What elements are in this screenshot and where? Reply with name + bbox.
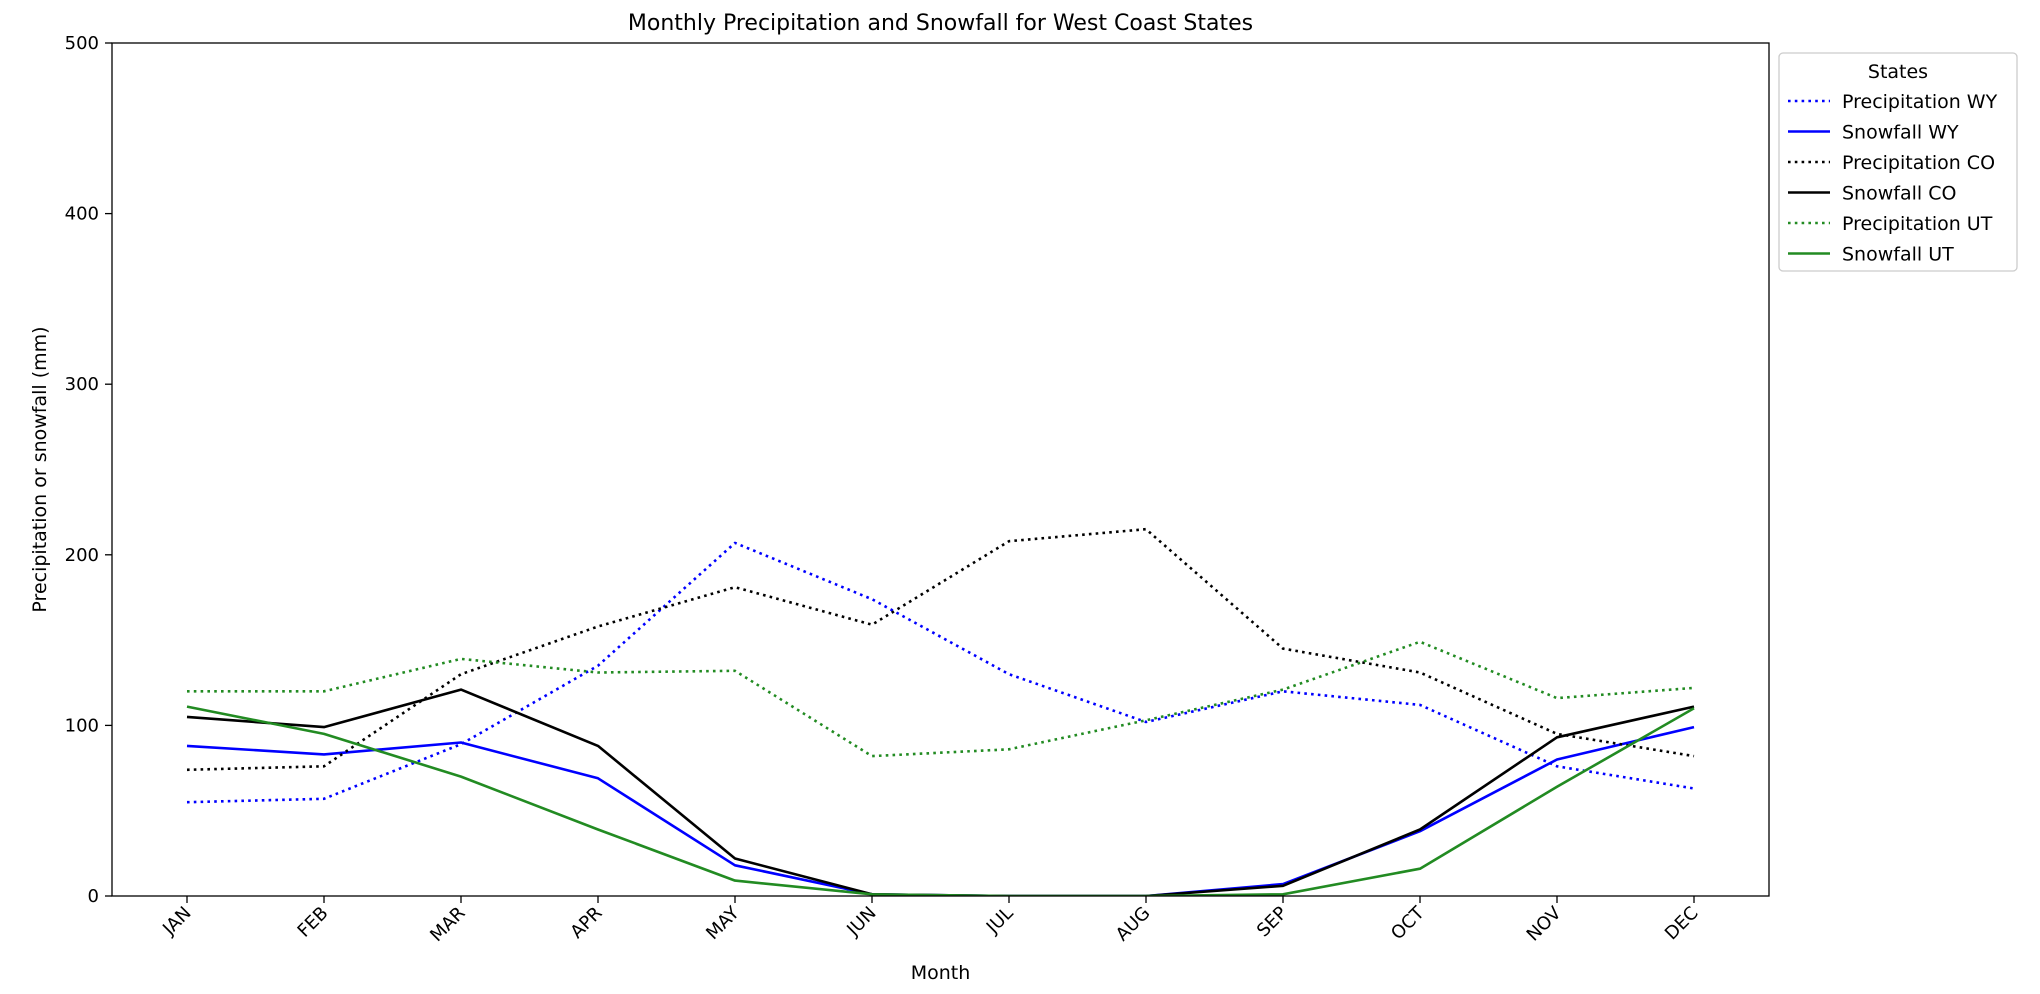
legend-entry-label: Precipitation CO — [1842, 152, 1995, 174]
series-lines — [186, 527, 1695, 896]
x-tick-label: JUN — [842, 903, 880, 941]
legend-entry-label: Precipitation UT — [1842, 213, 1993, 235]
series-line-snowfall-co — [186, 688, 1695, 896]
chart-title: Monthly Precipitation and Snowfall for W… — [628, 11, 1253, 36]
series-line-precipitation-co — [186, 527, 1695, 772]
legend-entry-label: Precipitation WY — [1842, 91, 1998, 113]
x-tick-label: AUG — [1112, 903, 1155, 946]
x-tick-label: APR — [566, 903, 606, 943]
y-tick-label: 500 — [65, 33, 99, 54]
y-axis-label: Precipitation or snowfall (mm) — [29, 326, 51, 612]
legend-title: States — [1868, 61, 1928, 83]
series-line-snowfall-ut — [186, 705, 1695, 896]
x-tick-label: FEB — [294, 903, 333, 942]
plot-frame — [111, 42, 1770, 897]
y-tick-label: 200 — [65, 545, 99, 566]
legend-entry-label: Snowfall CO — [1842, 183, 1956, 205]
legend: States Precipitation WY Snowfall WY Precipi… — [1778, 52, 2018, 272]
y-axis: 0 100 200 300 400 500 — [65, 33, 112, 907]
y-tick-label: 0 — [88, 886, 99, 907]
plot-area — [111, 42, 1770, 897]
legend-box — [1778, 52, 2018, 272]
x-tick-label: OCT — [1387, 902, 1429, 944]
x-tick-label: NOV — [1523, 902, 1566, 945]
x-tick-label: JUL — [982, 903, 1018, 939]
legend-entry-label: Snowfall WY — [1842, 122, 1959, 144]
x-axis-label: Month — [911, 962, 971, 984]
series-line-precipitation-wy — [186, 541, 1695, 804]
x-tick-label: MAY — [702, 902, 744, 944]
x-tick-label: JAN — [158, 903, 195, 940]
legend-entry-label: Snowfall UT — [1842, 244, 1954, 266]
y-tick-label: 400 — [65, 204, 99, 225]
x-tick-label: SEP — [1253, 903, 1292, 942]
y-tick-label: 300 — [65, 374, 99, 395]
y-tick-label: 100 — [65, 715, 99, 736]
x-axis: JAN FEB MAR APR MAY JUN JUL AUG SEP OCT NOV DEC — [158, 896, 1703, 946]
x-tick-label: MAR — [426, 903, 469, 946]
x-tick-label: DEC — [1661, 903, 1703, 945]
series-line-precipitation-ut — [187, 640, 1695, 758]
